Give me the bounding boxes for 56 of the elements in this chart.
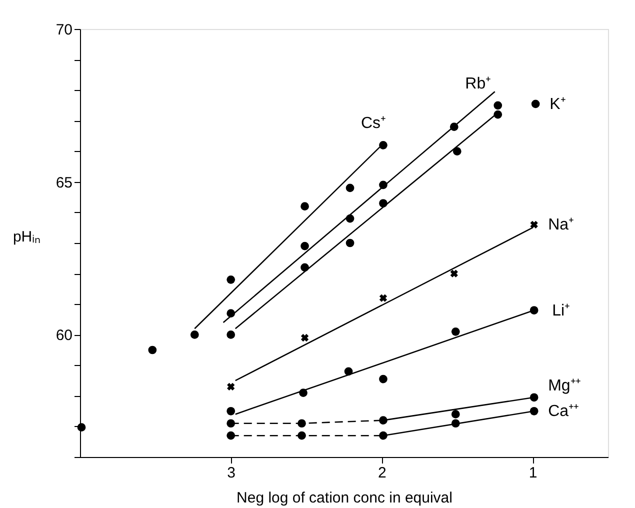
point [530,406,538,416]
point [226,276,236,284]
series-label: K⁺ [550,96,566,113]
point [346,238,354,248]
point [531,100,540,108]
point [494,110,502,119]
point [451,419,460,428]
point [148,346,157,354]
y-tick-label: 60 [56,327,72,344]
point [300,263,309,272]
series-label: Mg⁺⁺ [548,377,580,394]
y-tick-label: 65 [56,174,72,192]
point [298,431,306,440]
series-label: Rb⁺ [465,75,491,92]
point [379,140,388,150]
series-label: Ca⁺⁺ [548,403,579,420]
point [227,382,235,391]
point [300,242,309,250]
point [300,202,309,210]
y-tick-label: 70 [56,22,72,38]
point [530,220,538,228]
point [226,431,236,440]
point [379,180,388,190]
point [346,214,354,223]
point [379,374,388,384]
x-tick-label: 2 [378,464,386,482]
point [346,184,354,192]
point [298,419,306,428]
point [226,330,236,339]
point [226,406,236,416]
point [530,306,538,314]
point [226,309,236,318]
point [299,388,308,397]
point [226,419,236,428]
x-tick-label: 1 [528,464,538,482]
point [190,330,199,339]
point [451,410,460,418]
point [379,431,388,440]
point [300,334,309,342]
point [379,199,388,208]
series-label: Cs⁺ [360,115,386,132]
point [77,423,86,432]
point [451,327,460,336]
point [379,416,388,424]
series-label: Na⁺ [548,216,574,234]
series-label: Li⁺ [552,302,570,320]
point [530,393,538,402]
x-tick-label: 3 [227,464,236,482]
point [344,367,353,376]
point [450,270,458,278]
point [452,147,462,156]
point [494,101,502,110]
point [379,294,388,302]
y-axis-title: pHᵢₙ [12,228,40,246]
point [450,122,458,132]
x-axis-title: Neg log of cation conc in equival [236,490,452,506]
